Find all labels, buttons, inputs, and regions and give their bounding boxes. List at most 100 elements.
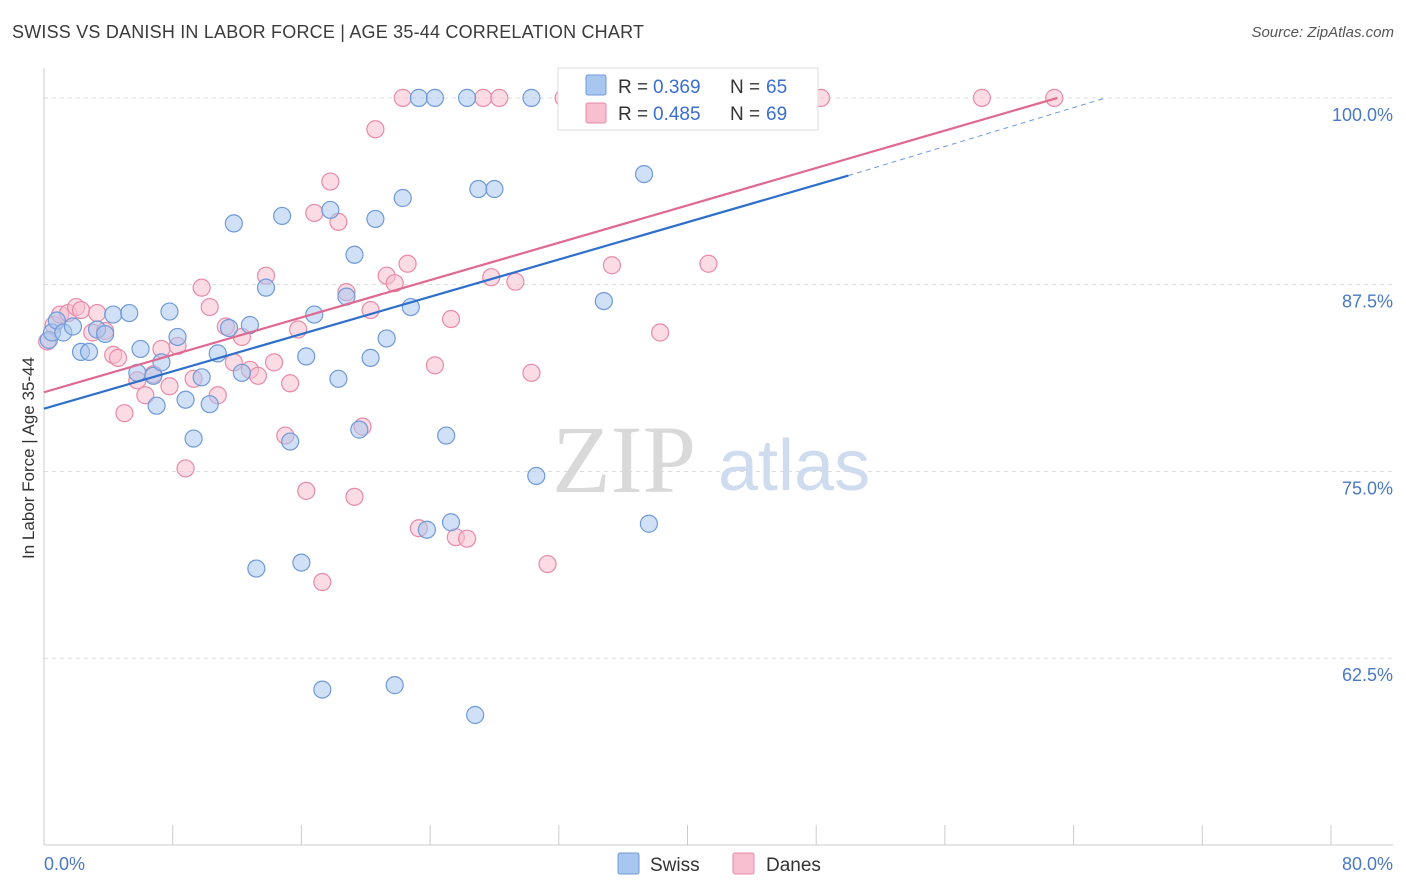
stats-legend: R = 0.369 N = 65 R = 0.485 N = 69 <box>557 67 819 131</box>
danes-n-label: N = <box>730 104 760 125</box>
swiss-point-52 <box>466 705 485 725</box>
danes-point-64 <box>699 254 718 273</box>
swiss-point-21 <box>200 395 219 414</box>
swiss-point-38 <box>345 245 364 264</box>
swiss-point-54 <box>485 179 504 199</box>
danes-point-48 <box>425 356 445 375</box>
watermark-atlas: atlas <box>718 426 870 506</box>
swiss-point-56 <box>527 466 546 486</box>
swiss-trend-line <box>43 174 849 410</box>
swiss-point-34 <box>313 680 332 699</box>
swiss-point-15 <box>152 353 171 372</box>
danes-point-49 <box>441 309 461 329</box>
chart-title: SWISS VS DANISH IN LABOR FORCE | AGE 35-… <box>12 22 645 42</box>
swiss-point-9 <box>104 305 123 324</box>
y-tick-label-3: 62.5% <box>1342 665 1393 685</box>
trend-lines <box>43 96 1106 410</box>
danes-point-21 <box>200 297 219 317</box>
danes-point-67 <box>972 88 992 107</box>
swiss-point-19 <box>184 429 203 448</box>
swiss-point-61 <box>634 164 654 184</box>
swiss-point-17 <box>168 327 187 347</box>
swiss-r-value: 0.369 <box>653 77 701 98</box>
swiss-point-27 <box>247 559 266 578</box>
swiss-legend-swatch <box>585 74 607 96</box>
danes-point-61 <box>602 256 621 275</box>
swiss-point-41 <box>366 209 385 229</box>
swiss-point-12 <box>131 339 150 359</box>
swiss-point-25 <box>232 363 251 382</box>
danes-r-value: 0.485 <box>653 104 701 125</box>
swiss-point-40 <box>361 348 380 367</box>
x-tick-label-max: 80.0% <box>1342 854 1393 874</box>
danes-point-44 <box>385 274 404 293</box>
danes-point-34 <box>305 203 324 223</box>
danes-point-46 <box>398 254 417 273</box>
danes-point-45 <box>393 88 412 107</box>
danes-point-42 <box>366 120 385 139</box>
swiss-point-39 <box>350 420 369 439</box>
swiss-point-53 <box>469 179 488 199</box>
swiss-point-13 <box>144 366 163 385</box>
danes-point-11 <box>115 404 134 423</box>
y-tick-label-0: 100.0% <box>1332 105 1393 125</box>
watermark: ZIP atlas <box>552 406 870 513</box>
swiss-point-55 <box>522 88 541 107</box>
swiss-point-44 <box>393 188 412 208</box>
y-axis-label: In Labor Force | Age 35-44 <box>19 357 38 559</box>
x-tick-label-min: 0.0% <box>44 854 85 874</box>
danes-point-18 <box>176 459 195 478</box>
swiss-point-47 <box>417 520 436 539</box>
danes-point-7 <box>87 303 107 323</box>
swiss-point-36 <box>329 369 348 388</box>
chart-source: Source: ZipAtlas.com <box>1251 24 1394 41</box>
swiss-point-46 <box>409 88 428 107</box>
swiss-point-20 <box>192 368 211 387</box>
danes-legend-swatch <box>585 102 607 124</box>
danes-series-swatch <box>732 852 755 875</box>
danes-n-value: 69 <box>766 104 787 125</box>
danes-point-54 <box>490 88 509 107</box>
swiss-point-6 <box>79 342 99 362</box>
y-tick-label-2: 75.0% <box>1342 478 1393 498</box>
swiss-point-43 <box>385 676 404 695</box>
danes-point-52 <box>474 88 493 107</box>
danes-series-label: Danes <box>766 855 821 876</box>
swiss-n-label: N = <box>730 77 760 98</box>
swiss-point-58 <box>594 292 613 311</box>
swiss-point-8 <box>96 324 115 344</box>
swiss-point-48 <box>425 88 445 107</box>
swiss-point-42 <box>377 329 396 348</box>
danes-point-33 <box>297 481 316 500</box>
swiss-trend-extension <box>848 97 1106 177</box>
danes-point-5 <box>71 300 91 320</box>
danes-point-56 <box>522 363 541 382</box>
danes-point-51 <box>458 529 477 548</box>
swiss-point-16 <box>160 302 179 321</box>
y-tick-label-1: 87.5% <box>1342 292 1393 312</box>
danes-point-20 <box>192 278 211 297</box>
swiss-point-23 <box>219 318 239 338</box>
swiss-point-30 <box>281 432 300 451</box>
swiss-point-4 <box>63 317 83 336</box>
swiss-r-label: R = <box>618 77 648 98</box>
swiss-point-31 <box>292 553 311 572</box>
danes-point-13 <box>136 386 155 405</box>
swiss-series-label: Swiss <box>650 855 700 876</box>
y-tick-labels: 100.0% 87.5% 75.0% 62.5% <box>1332 105 1393 685</box>
danes-point-16 <box>160 377 179 396</box>
danes-trend-line <box>43 96 1058 394</box>
danes-r-label: R = <box>618 104 648 125</box>
swiss-point-35 <box>321 200 340 220</box>
swiss-point-24 <box>224 214 243 233</box>
danes-point-27 <box>248 366 268 385</box>
swiss-point-29 <box>272 206 292 226</box>
series-legend: Swiss Danes <box>617 852 821 876</box>
swiss-n-value: 65 <box>766 77 787 98</box>
swiss-point-50 <box>441 513 461 532</box>
swiss-point-28 <box>256 278 276 297</box>
danes-points <box>38 88 1064 592</box>
swiss-point-10 <box>120 303 139 323</box>
danes-point-39 <box>345 487 364 506</box>
